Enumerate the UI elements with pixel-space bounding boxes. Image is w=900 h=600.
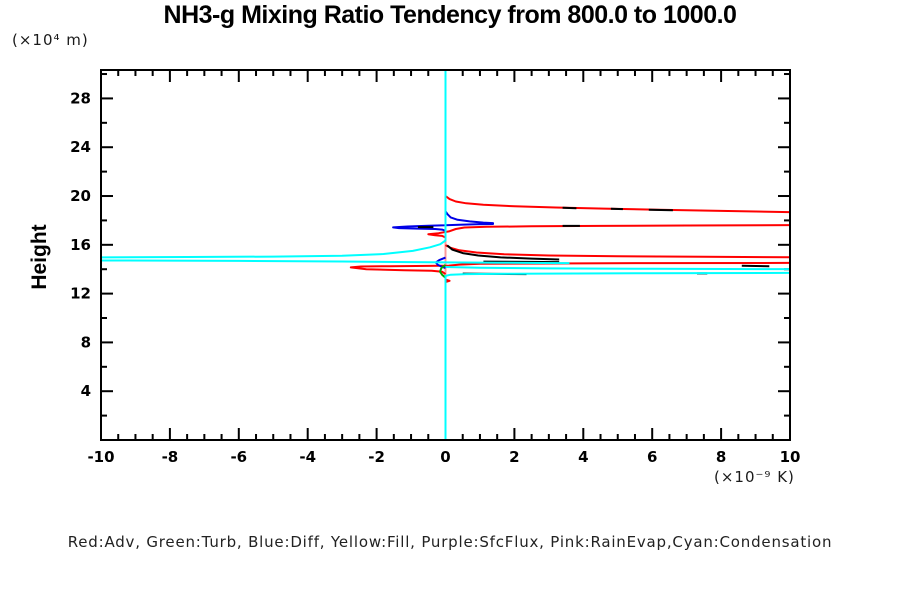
series-condensation-line	[444, 271, 789, 439]
series-adv-line	[427, 224, 789, 239]
y-tick-label: 24	[70, 138, 91, 156]
x-tick-label: 8	[716, 448, 726, 466]
x-tick-label: -2	[368, 448, 385, 466]
series-diff-line	[392, 210, 494, 232]
y-tick-label: 4	[81, 382, 91, 400]
x-tick-label: -8	[162, 448, 179, 466]
series-unlabeled-black-line	[562, 206, 577, 210]
y-tick-label: 20	[70, 187, 91, 205]
series-unlabeled-black-line	[648, 208, 673, 212]
series-color-legend: Red:Adv, Green:Turb, Blue:Diff, Yellow:F…	[67, 533, 833, 551]
series-condensation-line	[102, 259, 570, 265]
x-tick-label: 2	[509, 448, 519, 466]
chart-title: NH3-g Mixing Ratio Tendency from 800.0 t…	[163, 1, 737, 29]
series-adv-line	[445, 244, 789, 259]
series-turb-line	[439, 264, 447, 279]
x-axis-unit-label: (×10⁻⁹ K)	[714, 468, 795, 486]
plot-frame	[100, 69, 791, 441]
y-tick-label: 12	[70, 285, 91, 303]
x-tick-label: -6	[230, 448, 247, 466]
x-tick-label: -4	[299, 448, 316, 466]
y-tick-label: 8	[81, 333, 91, 351]
y-axis-unit-label: (×10⁴ m)	[12, 31, 89, 49]
series-unlabeled-black-line	[446, 244, 560, 261]
x-tick-label: 4	[578, 448, 588, 466]
series-adv-line	[444, 195, 789, 214]
y-tick-label: 28	[70, 89, 91, 107]
x-tick-label: 6	[647, 448, 657, 466]
series-condensation-line	[445, 266, 789, 271]
x-tick-label: 0	[440, 448, 450, 466]
x-tick-label: -10	[87, 448, 114, 466]
series-adv-line	[445, 278, 451, 283]
series-condensation-line	[102, 71, 447, 259]
x-tick-label: 10	[780, 448, 801, 466]
y-tick-label: 16	[70, 236, 91, 254]
